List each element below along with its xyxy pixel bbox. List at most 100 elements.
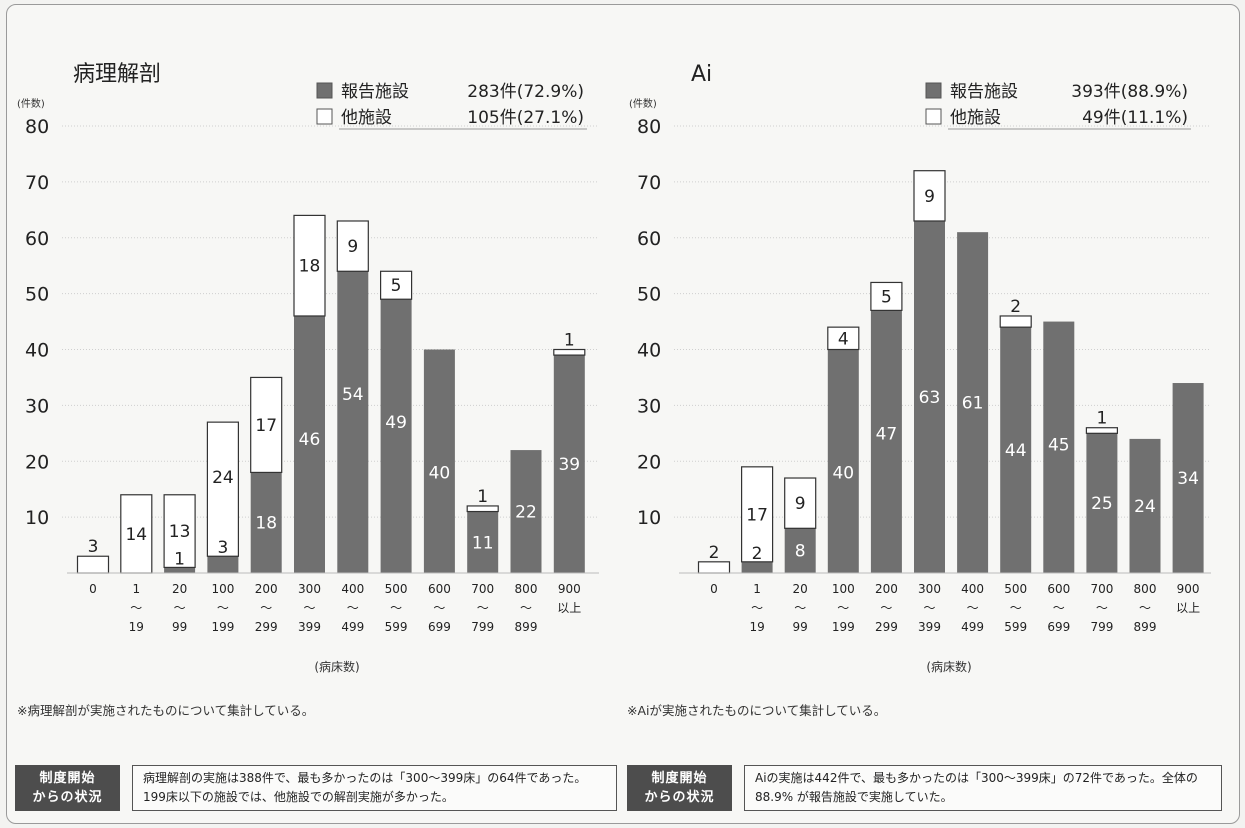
bar-value-reporting: 3 — [217, 538, 228, 558]
x-tick-label: ～ — [1053, 601, 1065, 615]
x-tick-label: 200 — [875, 582, 898, 596]
badge-line-2: からの状況 — [644, 790, 715, 805]
bar-value-other: 24 — [212, 468, 234, 488]
bar-other — [999, 315, 1032, 328]
x-tick-label: ～ — [347, 601, 359, 615]
legend-value: 105件(27.1%) — [467, 108, 584, 128]
bar-value-other: 17 — [746, 505, 768, 525]
x-tick-label: 399 — [298, 620, 321, 634]
x-tick-label: ～ — [433, 601, 445, 615]
bar-other — [293, 214, 326, 317]
x-tick-label: 400 — [341, 582, 364, 596]
x-tick-label: 1 — [753, 582, 761, 596]
x-tick-label: 300 — [298, 582, 321, 596]
bar-value-reporting: 1 — [174, 549, 185, 569]
bar-reporting — [914, 220, 945, 574]
bar-value-reporting: 47 — [876, 424, 898, 444]
x-tick-label: ～ — [1139, 601, 1151, 615]
bar-value-reporting: 25 — [1091, 494, 1113, 514]
x-tick-label: 19 — [129, 620, 144, 634]
bar-other — [250, 376, 283, 474]
x-tick-label: 99 — [793, 620, 808, 634]
x-tick-label: 100 — [832, 582, 855, 596]
y-tick-label: 40 — [25, 340, 49, 362]
bar-other — [163, 494, 196, 569]
x-tick-label: 300 — [918, 582, 941, 596]
x-tick-label: ～ — [751, 601, 763, 615]
x-tick-label: ～ — [837, 601, 849, 615]
bar-value-reporting: 44 — [1005, 441, 1027, 461]
bar-value-reporting: 40 — [832, 463, 854, 483]
bar-other — [120, 494, 153, 574]
bar-reporting — [207, 556, 239, 573]
x-tick-label: 899 — [515, 620, 538, 634]
legend-swatch-other — [925, 108, 942, 125]
bar-value-reporting: 45 — [1048, 435, 1070, 455]
bar-reporting — [741, 561, 773, 573]
x-tick-label: 700 — [1090, 582, 1113, 596]
bar-reporting — [827, 349, 859, 573]
legend-swatch-other — [316, 108, 333, 125]
x-tick-label: ～ — [174, 601, 186, 615]
bar-reporting — [337, 271, 369, 573]
legend-swatch-reporting — [925, 82, 942, 99]
bar-value-other: 2 — [709, 543, 720, 563]
x-tick-label: ～ — [794, 601, 806, 615]
bar-value-reporting: 2 — [752, 544, 763, 564]
badge-line-2: からの状況 — [32, 790, 103, 805]
bar-reporting — [784, 528, 816, 573]
bar-reporting — [1129, 438, 1161, 573]
status-badge-pathology: 制度開始 からの状況 — [15, 765, 120, 811]
x-axis-label: (病床数) — [926, 659, 971, 674]
bar-value-other: 1 — [564, 331, 575, 351]
legend-swatch-reporting — [316, 82, 333, 99]
x-tick-label: 99 — [172, 620, 187, 634]
x-tick-label: 20 — [793, 582, 808, 596]
page-frame: 病理解剖 (件数) 10 20 30 40 50 60 70 80 報告施設 283件(72.9%) 他… — [6, 4, 1240, 824]
y-tick-label: 20 — [25, 451, 49, 473]
bar-value-reporting: 49 — [385, 413, 407, 433]
bar-other — [1085, 427, 1119, 434]
y-tick-label: 10 — [25, 507, 49, 529]
bar-reporting — [250, 472, 282, 573]
x-tick-label: 20 — [172, 582, 187, 596]
x-tick-label: ～ — [477, 601, 489, 615]
bar-value-reporting: 34 — [1177, 469, 1199, 489]
bar-other — [466, 505, 499, 513]
x-tick-label: 699 — [428, 620, 451, 634]
x-tick-label: 199 — [211, 620, 234, 634]
bar-other — [870, 281, 903, 311]
bar-reporting — [380, 299, 412, 573]
bar-value-reporting: 61 — [962, 394, 984, 414]
bar-value-reporting: 24 — [1134, 497, 1156, 517]
x-tick-label: ～ — [967, 601, 979, 615]
bar-reporting — [1043, 321, 1075, 573]
x-tick-label: ～ — [217, 601, 229, 615]
chart-title: Ai — [691, 62, 712, 87]
legend-label: 他施設 — [341, 108, 392, 128]
status-badge-ai: 制度開始 からの状況 — [627, 765, 732, 811]
bar-value-other: 5 — [881, 287, 892, 307]
x-tick-label: 19 — [749, 620, 764, 634]
bar-value-other: 4 — [838, 329, 849, 349]
bar-value-other: 18 — [299, 257, 321, 277]
bar-value-reporting: 54 — [342, 385, 364, 405]
bar-value-reporting: 63 — [919, 388, 941, 408]
bar-value-other: 2 — [1010, 297, 1021, 317]
bar-other — [553, 348, 586, 356]
legend-value: 393件(88.9%) — [1071, 82, 1188, 102]
bar-other — [913, 170, 946, 222]
x-tick-label: 299 — [255, 620, 278, 634]
x-tick-label: ～ — [1096, 601, 1108, 615]
y-tick-label: 50 — [637, 284, 661, 306]
x-tick-label: 600 — [1047, 582, 1070, 596]
bar-other — [697, 561, 731, 574]
x-tick-label: 200 — [255, 582, 278, 596]
y-tick-label: 70 — [637, 172, 661, 194]
x-tick-label: ～ — [880, 601, 892, 615]
x-tick-label: ～ — [1010, 601, 1022, 615]
x-tick-label: 以上 — [1176, 601, 1200, 615]
x-axis-label: (病床数) — [314, 659, 359, 674]
x-tick-label: 599 — [385, 620, 408, 634]
x-tick-label: 500 — [385, 582, 408, 596]
